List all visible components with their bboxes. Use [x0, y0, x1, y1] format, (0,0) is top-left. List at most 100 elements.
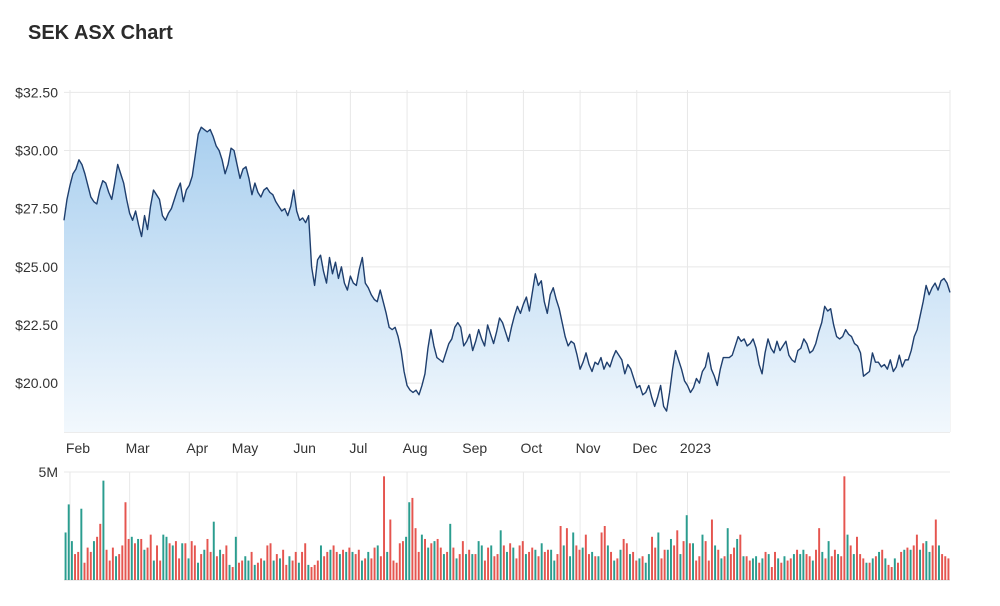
volume-bar — [688, 543, 691, 580]
month-tick-label: Feb — [66, 440, 90, 456]
volume-bar — [452, 547, 455, 580]
volume-bar — [197, 562, 199, 580]
volume-bar — [591, 551, 594, 580]
volume-bar — [137, 538, 140, 580]
volume-bar — [364, 558, 367, 580]
volume-bar — [442, 554, 445, 580]
volume-bar — [666, 549, 669, 580]
volume-bar — [833, 549, 836, 580]
volume-bar — [294, 551, 297, 580]
volume-bar — [436, 538, 439, 580]
month-tick-label: Jun — [293, 440, 316, 456]
volume-bar — [837, 554, 840, 580]
volume-bar — [572, 532, 575, 580]
volume-bar — [146, 547, 149, 580]
volume-bar — [414, 528, 417, 580]
volume-bar — [266, 545, 269, 580]
volume-bar — [149, 534, 152, 580]
volume-bar — [140, 538, 143, 580]
volume-bar — [502, 545, 505, 580]
volume-bar — [758, 562, 761, 580]
volume-bar — [348, 547, 351, 580]
volume-bar — [739, 534, 742, 580]
volume-bar — [187, 558, 190, 580]
volume-bar — [477, 541, 480, 580]
volume-bar — [562, 545, 565, 580]
volume-bar — [152, 560, 155, 580]
volume-bar — [395, 562, 398, 580]
volume-bar — [849, 545, 852, 580]
volume-bar — [786, 560, 789, 580]
volume-bar — [121, 545, 124, 580]
month-tick-label: May — [232, 440, 258, 456]
volume-bar — [455, 558, 458, 580]
volume-bar — [802, 549, 805, 580]
volume-bar — [874, 556, 877, 580]
volume-bar — [96, 536, 99, 580]
volume-bar — [774, 551, 776, 580]
volume-bar — [811, 560, 814, 580]
volume-bar — [316, 560, 319, 580]
volume-bar — [115, 556, 117, 580]
volume-bar — [569, 556, 572, 580]
volume-bar — [430, 543, 433, 580]
volume-bar — [584, 534, 587, 580]
volume-bar — [420, 534, 423, 580]
volume-bar — [222, 554, 225, 580]
volume-bar — [401, 541, 404, 580]
volume-bar — [285, 564, 288, 580]
volume-bar — [405, 536, 408, 580]
volume-bar — [465, 554, 467, 580]
volume-bar — [928, 551, 931, 580]
volume-bar — [780, 562, 783, 580]
volume-bar — [159, 560, 162, 580]
volume-bar — [313, 564, 316, 580]
volume-bar — [64, 532, 67, 580]
volume-bar — [742, 556, 745, 580]
volume-bar — [770, 567, 773, 580]
volume-bar — [133, 543, 136, 580]
volume-bar — [143, 549, 146, 580]
volume-bar — [906, 547, 909, 580]
volume-bar — [818, 528, 821, 580]
volume-bar — [168, 543, 171, 580]
volume-bar — [225, 545, 228, 580]
volume-bar — [89, 551, 92, 580]
volume-bar — [531, 547, 534, 580]
volume-bar — [509, 543, 512, 580]
volume-bar — [736, 538, 739, 580]
volume-bar — [890, 567, 893, 580]
volume-bar — [543, 551, 546, 580]
chart-title: SEK ASX Chart — [28, 22, 173, 44]
volume-bar — [550, 549, 553, 580]
x-axis: Feb Mar Apr May Jun Jul Aug Sep Oct Nov Dec 2023 — [66, 440, 711, 456]
volume-bar — [669, 538, 672, 580]
volume-bar — [540, 543, 543, 580]
volume-bar — [288, 556, 291, 580]
volume-bar — [622, 538, 625, 580]
volume-bar — [641, 556, 644, 580]
volume-bar — [275, 554, 278, 580]
volume-bar — [319, 545, 322, 580]
volume-bar — [326, 551, 329, 580]
volume-bar — [209, 551, 212, 580]
volume-bar — [250, 551, 253, 580]
volume-bar — [338, 554, 341, 580]
volume-bar — [887, 564, 890, 580]
volume-bar — [717, 549, 720, 580]
volume-bar — [777, 558, 780, 580]
month-tick-label: Dec — [632, 440, 657, 456]
volume-bar — [827, 541, 830, 580]
volume-bar — [625, 543, 628, 580]
volume-bar — [912, 545, 915, 580]
volume-bar — [859, 554, 862, 580]
volume-bar — [663, 549, 666, 580]
volume-bar — [200, 554, 203, 580]
volume-bar — [704, 541, 707, 580]
volume-bar — [234, 536, 237, 580]
volume-bar — [644, 562, 647, 580]
volume-bar — [862, 558, 865, 580]
volume-bar — [695, 560, 698, 580]
volume-bar — [761, 558, 764, 580]
